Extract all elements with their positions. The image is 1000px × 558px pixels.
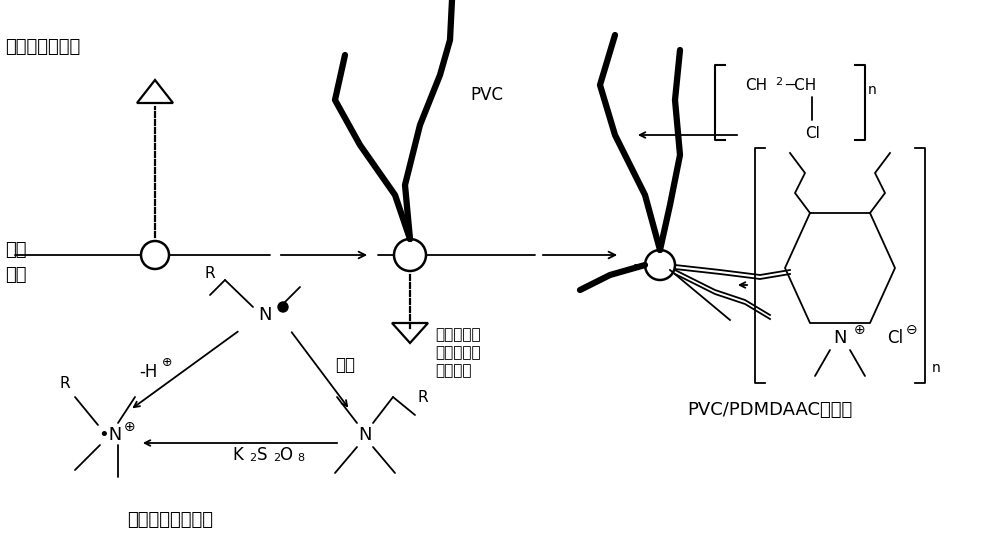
Text: 氯乙烯一次聚合: 氯乙烯一次聚合 [5,38,80,56]
Text: 8: 8 [297,453,305,463]
Text: •N: •N [98,426,122,444]
Text: N: N [258,306,272,324]
Text: R: R [60,376,70,391]
Text: 2: 2 [775,77,782,87]
Text: 二次聚合: 二次聚合 [435,363,472,378]
Text: ─CH: ─CH [785,78,816,93]
Text: S: S [257,446,267,464]
Text: CH: CH [745,78,767,93]
Text: PVC: PVC [470,86,503,104]
Text: K: K [233,446,243,464]
Text: n: n [868,83,877,97]
Text: ⊖: ⊖ [906,323,918,337]
Text: 油相: 油相 [5,241,26,259]
Text: 丙基氯化铵: 丙基氯化铵 [435,345,481,360]
Text: -H: -H [139,363,157,381]
Text: ⊕: ⊕ [854,323,866,337]
Text: 二甲基二烯: 二甲基二烯 [435,328,481,343]
Circle shape [278,302,288,312]
Text: 2: 2 [249,453,257,463]
Text: n: n [932,361,941,375]
Text: Cl: Cl [805,126,820,141]
Text: N: N [833,329,847,347]
Text: ⊕: ⊕ [124,420,136,434]
Text: ⊕: ⊕ [162,355,172,368]
Text: 氧化还原引发反应: 氧化还原引发反应 [127,511,213,529]
Text: R: R [205,266,215,281]
Text: 引发: 引发 [335,356,355,374]
Text: R: R [418,389,428,405]
Text: Cl: Cl [887,329,903,347]
Text: PVC/PDMDAAC共聚物: PVC/PDMDAAC共聚物 [687,401,853,419]
Text: O: O [280,446,292,464]
Text: N: N [358,426,372,444]
Text: 2: 2 [273,453,281,463]
Text: 水相: 水相 [5,266,26,284]
